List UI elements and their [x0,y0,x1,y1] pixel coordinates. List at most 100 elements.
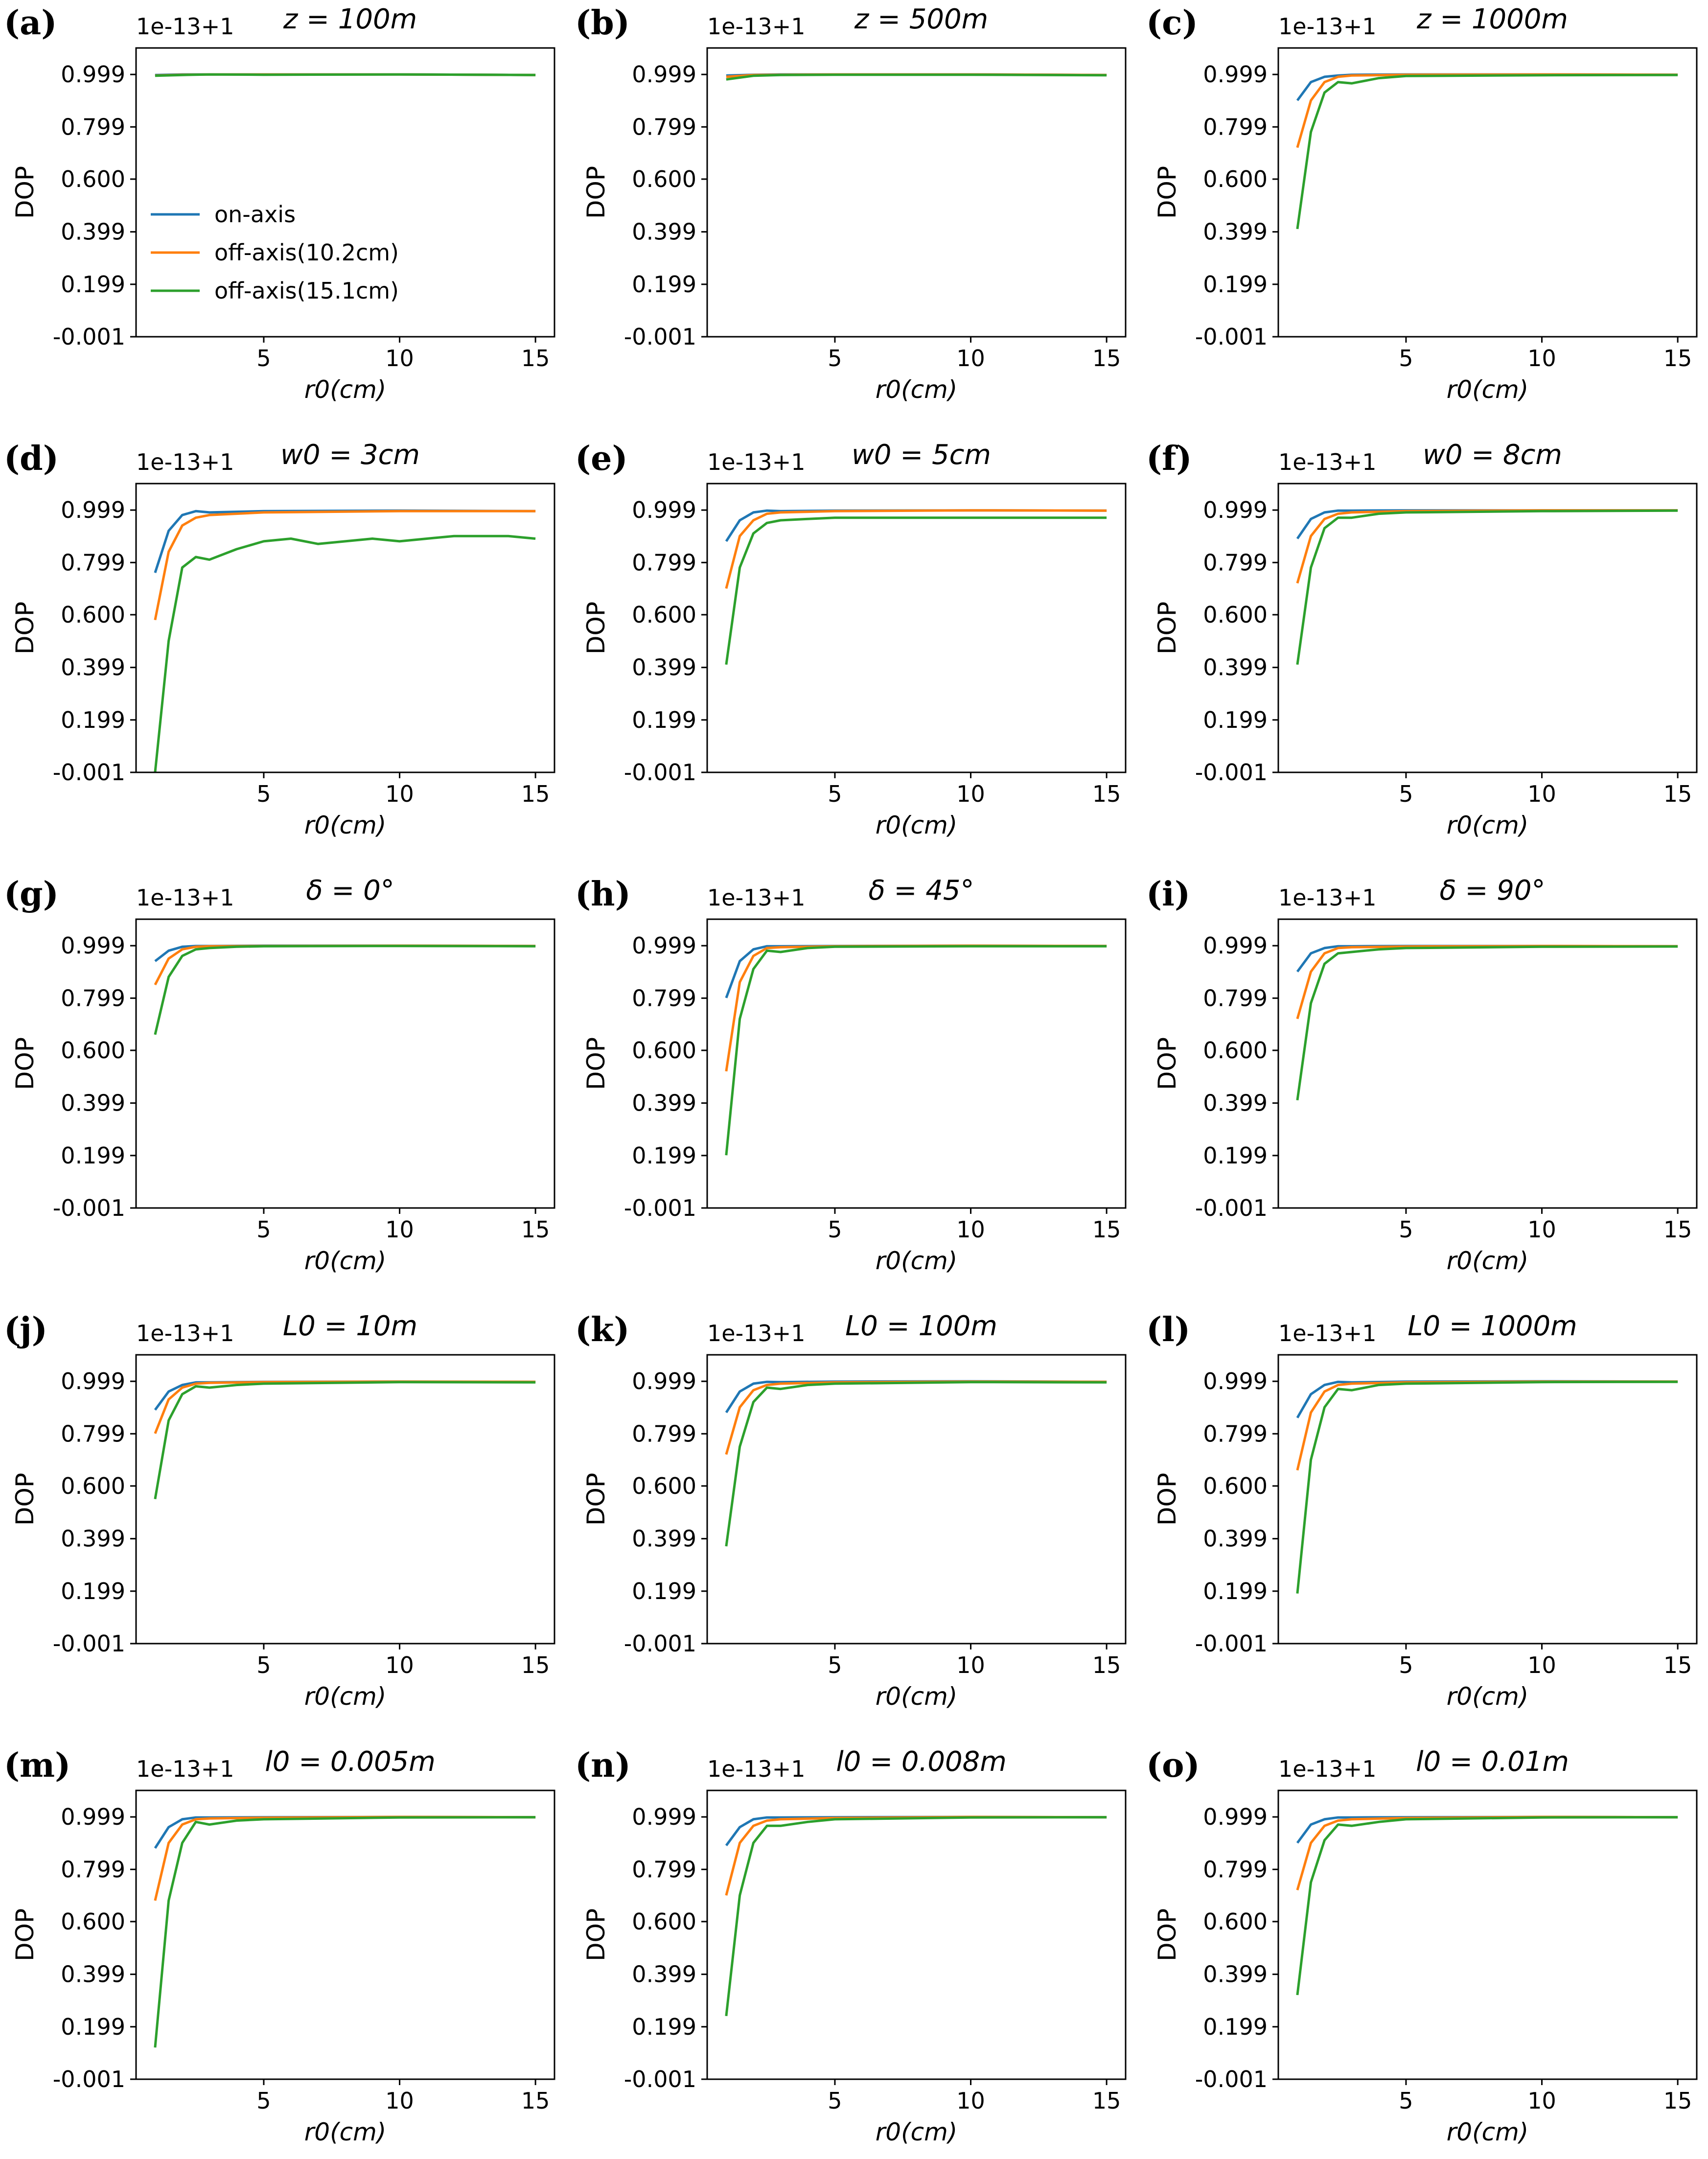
y-tick-label: 0.799 [632,1856,696,1882]
y-axis-label: DOP [1153,602,1181,654]
y-tick-label: 0.199 [61,1142,125,1169]
y-tick-label: 0.199 [1203,2014,1268,2040]
offset-text: 1e-13+1 [1278,1320,1377,1346]
axes-frame [135,1354,555,1645]
series-line-off-axis-15-1cm- [155,73,536,77]
y-tick-label: 0.399 [1203,654,1268,681]
panel-h: -0.001 0.199 0.399 0.600 0.799 0.999 5 10 15 r0(c… [575,875,1127,1275]
series-line-off-axis-15-1cm- [1296,945,1678,1101]
panel-label: (j) [4,1310,47,1349]
x-tick-label: 10 [1527,1652,1556,1678]
series-line-on-axis [725,509,1107,542]
panel-title: L0 = 10m [283,1310,417,1342]
x-tick-label: 10 [956,1652,985,1678]
series-line-off-axis-15-1cm- [726,73,1107,81]
panel-label: (f) [1146,439,1192,478]
x-tick-label: 5 [828,781,842,807]
y-tick-label: 0.199 [61,2014,125,2040]
x-axis-label: r0(cm) [304,2118,387,2146]
panel-title: δ = 45° [868,875,974,906]
x-tick-label: 5 [828,1652,842,1678]
y-axis-label: DOP [11,602,39,654]
series-line-off-axis-10-2cm- [154,944,536,986]
y-tick-label: 0.600 [1203,1473,1268,1499]
panel-label: (a) [4,3,57,43]
panel-d: -0.001 0.199 0.399 0.600 0.799 0.999 5 10 15 r0(c… [4,439,555,839]
y-tick-label: 0.799 [1203,1856,1268,1882]
x-tick-label: 15 [1092,1216,1121,1243]
y-tick-label: 0.799 [1203,114,1268,140]
y-tick-label: 0.399 [61,1090,125,1116]
y-tick-label: 0.799 [1203,1420,1268,1447]
x-tick-label: 15 [1092,345,1121,371]
axes-frame [706,483,1127,773]
x-tick-label: 15 [521,1652,550,1678]
panel-label: (e) [575,439,628,478]
panel-title: l0 = 0.005m [265,1746,436,1778]
x-tick-label: 10 [1527,781,1556,807]
series-line-on-axis [1296,1815,1678,1844]
x-axis-label: r0(cm) [304,375,387,404]
y-axis-label: DOP [11,1473,39,1526]
y-tick-label: -0.001 [1195,1195,1268,1221]
series-line-on-axis [725,1815,1107,1846]
x-tick-label: 5 [1399,1652,1413,1678]
x-tick-label: 5 [256,1652,271,1678]
series-line-on-axis [154,1815,536,1849]
offset-text: 1e-13+1 [136,449,234,475]
y-tick-label: 0.199 [1203,271,1268,298]
series-line-off-axis-10-2cm- [725,509,1107,589]
y-axis-label: DOP [582,1473,610,1526]
y-tick-label: 0.199 [632,271,696,298]
x-tick-label: 10 [1527,1216,1556,1243]
panel-label: (k) [575,1310,629,1349]
axes-frame [1277,918,1698,1209]
offset-text: 1e-13+1 [136,1756,234,1782]
series-line-off-axis-10-2cm- [725,944,1107,1072]
series-line-on-axis [725,1380,1107,1414]
x-tick-label: 5 [1399,2088,1413,2114]
x-axis-label: r0(cm) [1447,1682,1529,1711]
y-tick-label: 0.399 [1203,1526,1268,1552]
y-tick-label: 0.399 [1203,219,1268,245]
axes-frame [135,1789,555,2080]
x-tick-label: 15 [521,345,550,371]
axes-frame [706,918,1127,1209]
panel-c: -0.001 0.199 0.399 0.600 0.799 0.999 5 10 15 r0(c… [1146,3,1698,404]
offset-text: 1e-13+1 [1278,1756,1377,1782]
y-tick-label: 0.600 [1203,1908,1268,1935]
y-axis-label: DOP [1153,1473,1181,1526]
series-line-off-axis-10-2cm- [154,1380,536,1434]
x-tick-label: 15 [1663,2088,1692,2114]
series-line-off-axis-10-2cm- [154,510,536,621]
panel-title: w0 = 5cm [852,439,991,471]
y-tick-label: 0.999 [61,932,125,959]
y-tick-label: -0.001 [53,1630,125,1657]
y-tick-label: 0.999 [61,1368,125,1394]
x-axis-label: r0(cm) [304,1682,387,1711]
y-tick-label: -0.001 [1195,2066,1268,2092]
series-line-off-axis-10-2cm- [1296,945,1678,1020]
series-line-off-axis-15-1cm- [1296,73,1678,230]
y-tick-label: 0.199 [61,1578,125,1604]
x-tick-label: 15 [521,1216,550,1243]
panel-title: l0 = 0.01m [1416,1746,1569,1778]
x-axis-label: r0(cm) [876,1247,958,1275]
y-axis-label: DOP [582,166,610,219]
y-tick-label: 0.999 [1203,932,1268,959]
y-axis-label: DOP [1153,1037,1181,1090]
y-tick-label: -0.001 [53,324,125,350]
panel-title: L0 = 100m [845,1310,997,1342]
y-tick-label: 0.799 [61,985,125,1011]
series-line-on-axis [725,944,1107,998]
y-tick-label: -0.001 [624,759,696,786]
series-line-off-axis-15-1cm- [1296,1380,1678,1594]
y-axis-label: DOP [11,1037,39,1090]
y-tick-label: 0.999 [61,1804,125,1830]
y-tick-label: 0.999 [632,932,696,959]
x-tick-label: 5 [828,1216,842,1243]
y-tick-label: 0.799 [632,549,696,576]
x-axis-label: r0(cm) [876,1682,958,1711]
y-tick-label: 0.399 [632,654,696,681]
